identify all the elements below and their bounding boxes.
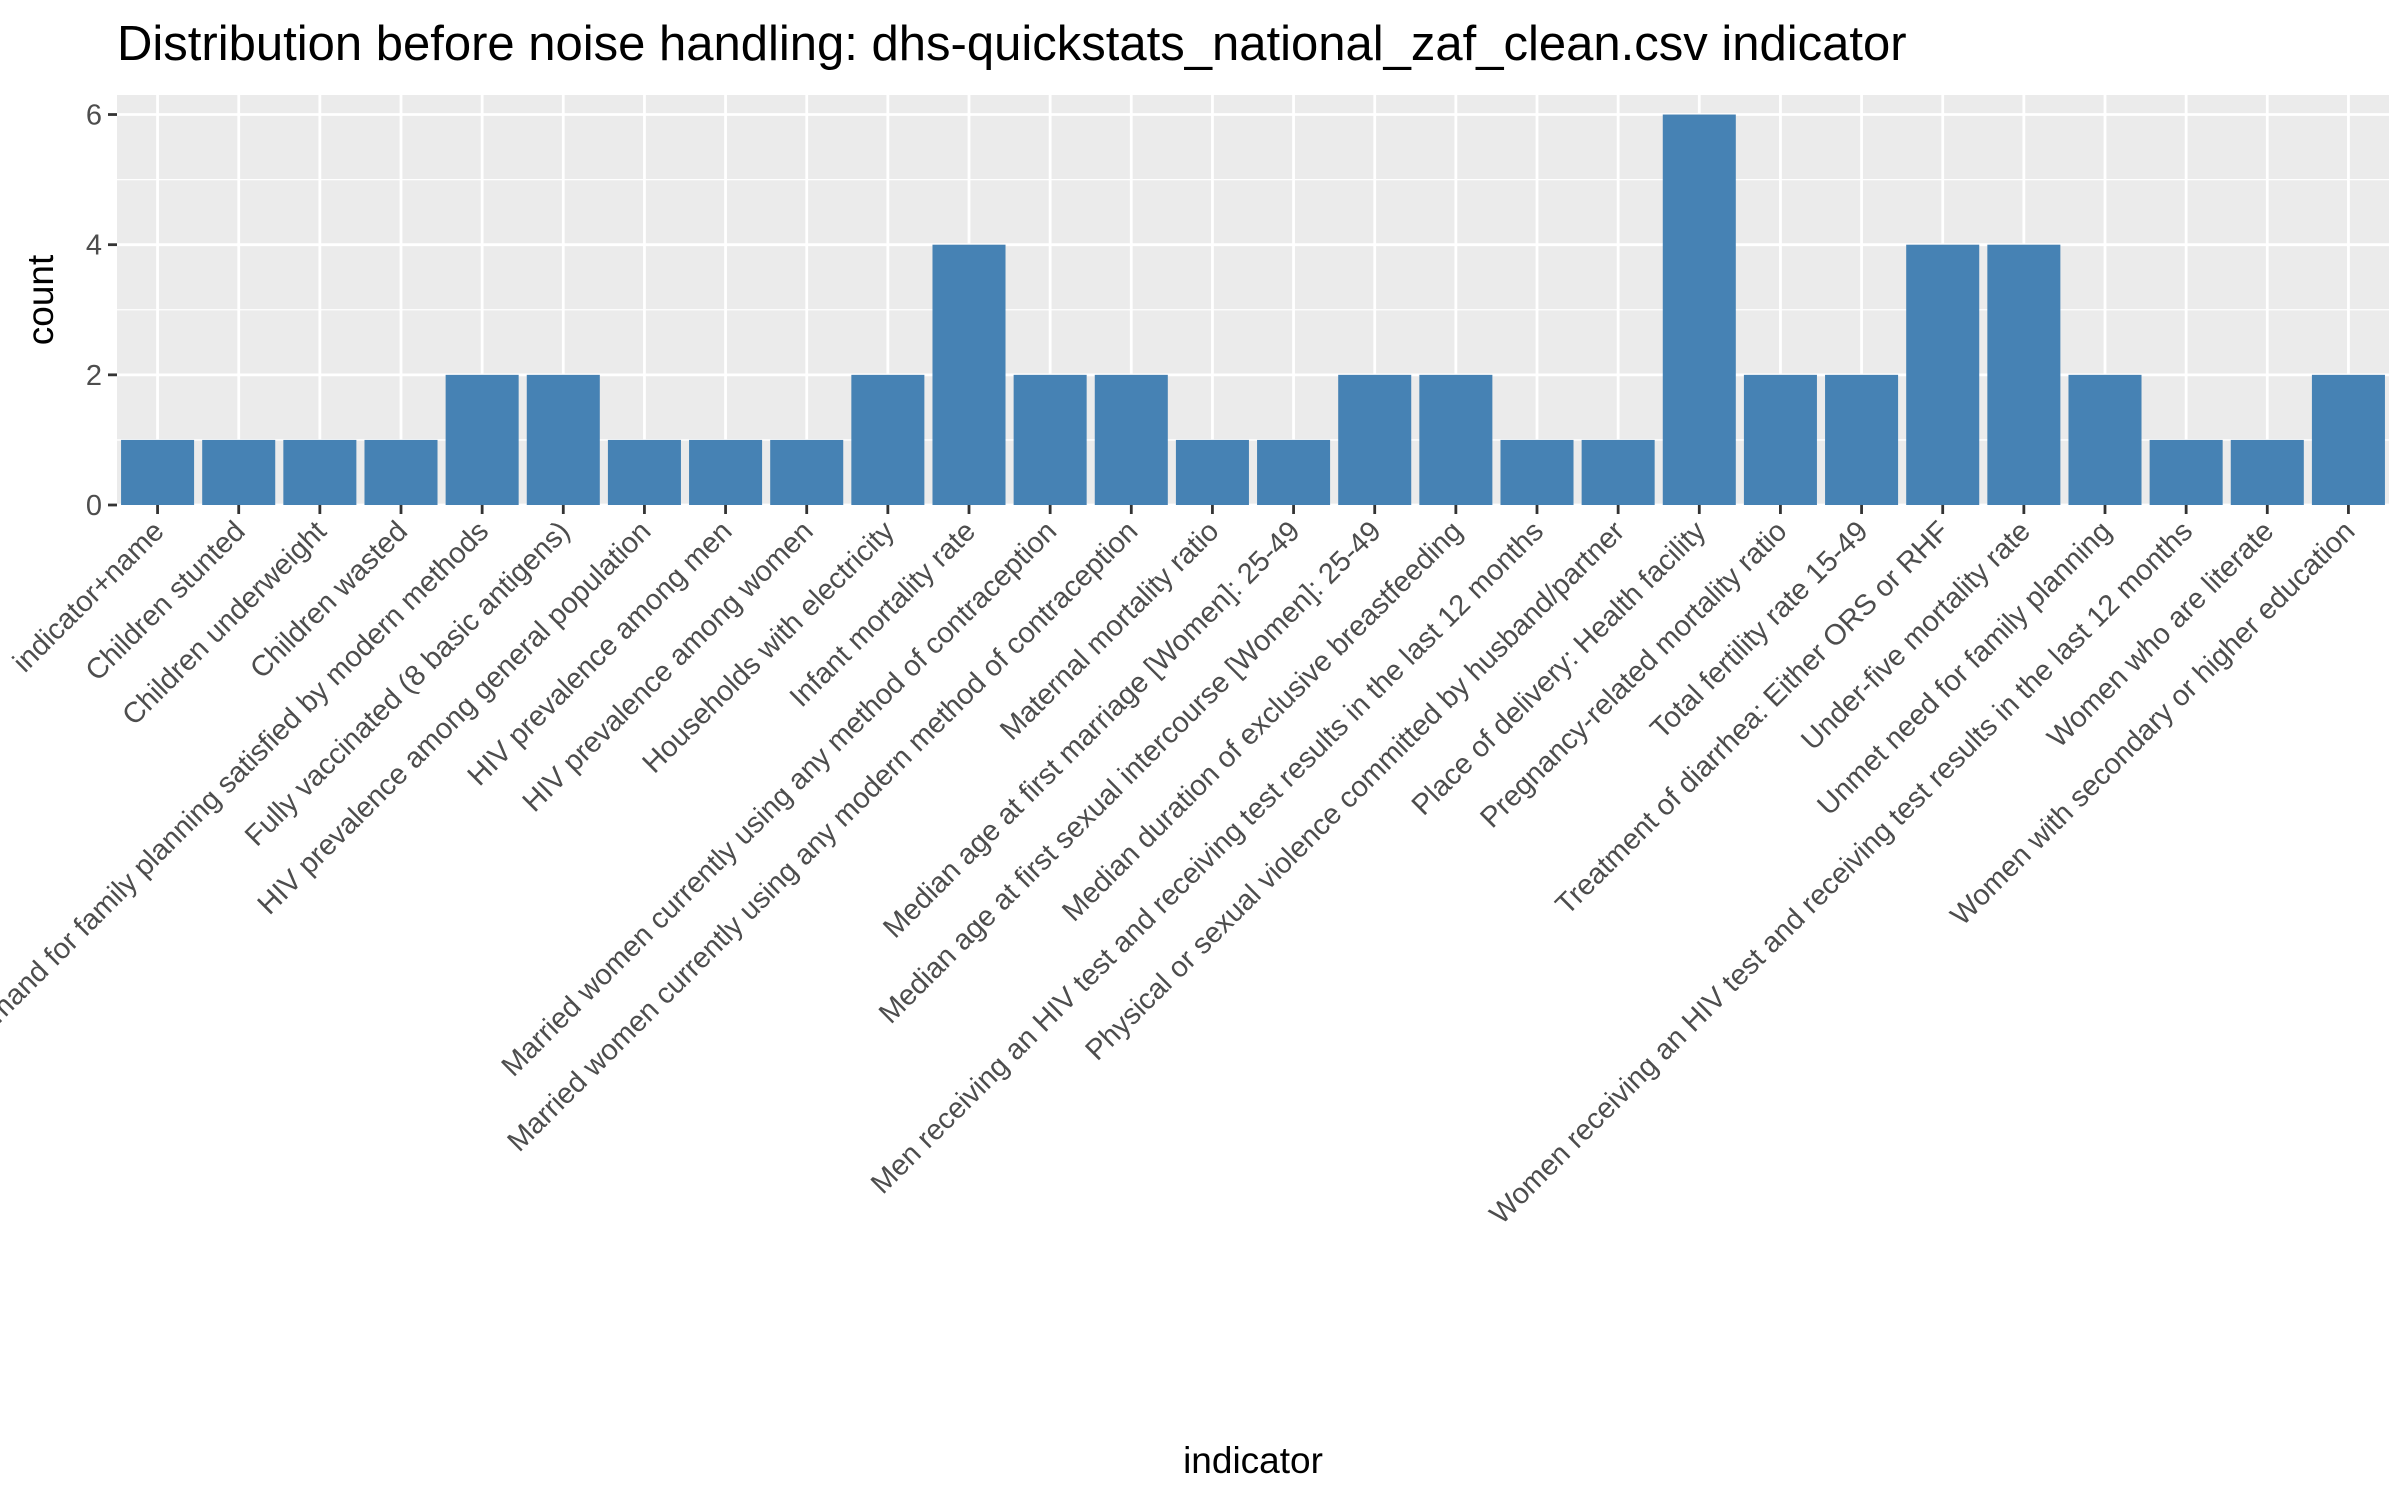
bar	[526, 374, 600, 505]
bar	[2311, 374, 2385, 505]
bar	[1743, 374, 1817, 505]
bar	[1825, 374, 1899, 505]
bar	[1338, 374, 1412, 505]
bar	[1581, 439, 1655, 505]
bar	[445, 374, 519, 505]
bar	[1906, 244, 1980, 505]
y-tick-label: 4	[86, 230, 102, 262]
bar	[2068, 374, 2142, 505]
bar	[851, 374, 925, 505]
y-tick-label: 6	[86, 100, 102, 132]
x-axis-title: indicator	[1183, 1440, 1323, 1481]
bar	[121, 439, 195, 505]
bar	[1175, 439, 1249, 505]
bar	[1500, 439, 1574, 505]
chart-title: Distribution before noise handling: dhs-…	[117, 17, 1907, 71]
bar	[202, 439, 276, 505]
y-axis-title: count	[20, 254, 61, 345]
bar	[689, 439, 763, 505]
bar	[2230, 439, 2304, 505]
bar	[932, 244, 1006, 505]
bar	[283, 439, 357, 505]
bar	[1257, 439, 1331, 505]
bar	[607, 439, 681, 505]
bar	[1419, 374, 1493, 505]
bar	[1662, 114, 1736, 506]
y-tick-label: 2	[86, 360, 102, 392]
bar	[364, 439, 438, 505]
bar	[2149, 439, 2223, 505]
bar	[1013, 374, 1087, 505]
x-tick-label: Place of delivery: Health facility	[1406, 515, 1713, 822]
bar	[1987, 244, 2061, 505]
bar	[1094, 374, 1168, 505]
y-axis: 0 2 4 6	[86, 100, 117, 522]
x-tick-label: Unmet need for family planning	[1811, 515, 2117, 821]
y-tick-label: 0	[86, 490, 102, 522]
x-tick-label: HIV prevalence among women	[517, 515, 820, 818]
bars-layer	[121, 114, 2385, 506]
bar	[770, 439, 844, 505]
